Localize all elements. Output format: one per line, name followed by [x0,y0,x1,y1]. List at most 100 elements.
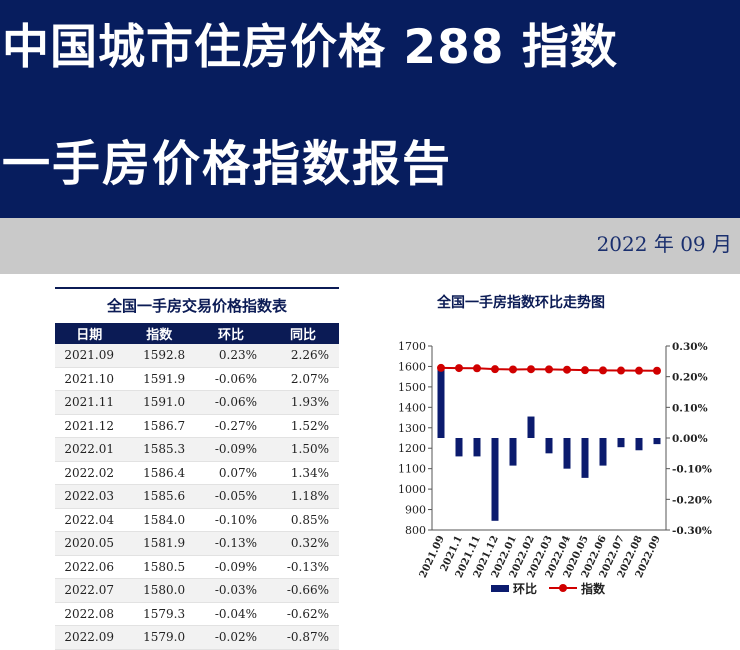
table-row: 2022.03 1585.6 -0.05% 1.18% [55,484,339,509]
cell-index: 1586.7 [123,414,196,438]
x-tick-label: 2021.1 [439,534,465,573]
left-tick-label: 1600 [398,360,426,373]
right-tick-label: -0.30% [672,525,712,537]
right-tick-label: 0.30% [672,341,708,353]
cell-mom: -0.09% [195,437,268,462]
table-row: 2022.06 1580.5 -0.09% -0.13% [55,555,339,579]
legend-marker-index [559,584,567,592]
legend-swatch-mom [491,585,509,592]
bar-mom [563,438,571,469]
left-tick-label: 800 [405,524,426,537]
cell-mom: -0.04% [195,602,268,626]
table-row: 2022.09 1579.0 -0.02% -0.87% [55,625,339,650]
table-row: 2021.09 1592.8 0.23% 2.26% [55,344,339,368]
left-tick-label: 900 [405,504,426,517]
bar-mom [473,438,481,457]
chart-title: 全国一手房指数环比走势图 [437,295,605,311]
cell-index: 1579.0 [123,625,196,650]
cell-yoy: 1.93% [267,390,339,415]
cell-date: 2020.05 [55,531,124,556]
bar-mom [491,438,499,521]
cell-index: 1592.8 [123,344,196,368]
cell-index: 1591.9 [123,367,196,391]
cell-date: 2022.09 [55,625,124,650]
cell-yoy: -0.62% [267,602,339,626]
cell-mom: 0.07% [195,461,268,485]
report-date: 2022 年 09 月 [596,232,732,256]
cell-index: 1586.4 [123,461,196,485]
x-tick-label: 2021.12 [472,534,501,580]
index-point [653,366,661,375]
bar-mom [653,438,661,445]
right-tick-label: -0.20% [672,494,712,506]
index-table: 日期 指数 环比 同比 2021.09 1592.8 0.23% 2.26% 2021.… [55,323,339,650]
bar-mom [437,367,445,438]
cell-date: 2022.07 [55,578,124,603]
index-point [563,365,571,374]
cell-date: 2022.08 [55,602,124,626]
left-tick-label: 1700 [398,340,426,353]
x-tick-label: 2022.03 [526,534,555,580]
index-point [581,366,589,375]
cell-yoy: -0.13% [267,555,339,579]
cell-date: 2021.10 [55,367,124,391]
cell-index: 1585.6 [123,484,196,509]
report-title-line2: 一手房价格指数报告 [2,136,453,192]
cell-mom: -0.05% [195,484,268,509]
x-tick-label: 2021.11 [454,534,483,580]
col-header-date: 日期 [55,323,124,344]
index-point [509,365,517,374]
index-point [491,365,499,374]
cell-index: 1591.0 [123,390,196,415]
bar-mom [599,438,607,466]
bar-mom [509,438,517,466]
x-tick-label: 2020.05 [562,534,591,580]
cell-date: 2022.06 [55,555,124,579]
cell-date: 2022.04 [55,508,124,532]
table-row: 2020.05 1581.9 -0.13% 0.32% [55,531,339,556]
index-point [545,365,553,374]
x-tick-label: 2022.08 [616,534,645,580]
index-point [437,363,445,372]
cell-yoy: 1.18% [267,484,339,509]
left-tick-label: 1400 [398,401,426,414]
cell-mom: -0.13% [195,531,268,556]
index-point [635,366,643,375]
cell-mom: -0.02% [195,625,268,650]
index-point [599,366,607,375]
x-tick-label: 2022.02 [508,534,537,580]
cell-index: 1584.0 [123,508,196,532]
cell-index: 1585.3 [123,437,196,462]
index-line [440,366,658,372]
cell-mom: -0.09% [195,555,268,579]
table-header-row: 日期 指数 环比 同比 [55,323,339,344]
table-row: 2022.07 1580.0 -0.03% -0.66% [55,578,339,603]
header-banner: 中国城市住房价格 288 指数 一手房价格指数报告 [0,0,740,218]
left-tick-label: 1200 [398,442,426,455]
cell-date: 2022.03 [55,484,124,509]
index-point [473,364,481,373]
col-header-index: 指数 [123,323,196,344]
cell-date: 2021.09 [55,344,124,368]
legend-label-index: 指数 [581,581,606,596]
table-row: 2021.12 1586.7 -0.27% 1.52% [55,414,339,438]
cell-mom: -0.10% [195,508,268,532]
cell-index: 1579.3 [123,602,196,626]
cell-yoy: -0.87% [267,625,339,650]
cell-index: 1580.5 [123,555,196,579]
index-point [455,364,463,373]
right-tick-label: -0.10% [672,464,712,476]
cell-yoy: 1.50% [267,437,339,462]
cell-date: 2022.01 [55,437,124,462]
right-tick-label: 0.20% [672,372,708,384]
bar-mom [545,438,553,454]
table-row: 2022.04 1584.0 -0.10% 0.85% [55,508,339,532]
x-tick-label: 2022.07 [598,534,627,580]
report-title-line1: 中国城市住房价格 288 指数 [2,20,618,75]
right-tick-label: 0.10% [672,402,708,414]
x-tick-label: 2021.09 [418,534,447,580]
cell-mom: -0.06% [195,367,268,391]
x-tick-label: 2022.06 [580,534,609,580]
table-title: 全国一手房交易价格指数表 [55,287,339,323]
col-header-mom: 环比 [195,323,268,344]
